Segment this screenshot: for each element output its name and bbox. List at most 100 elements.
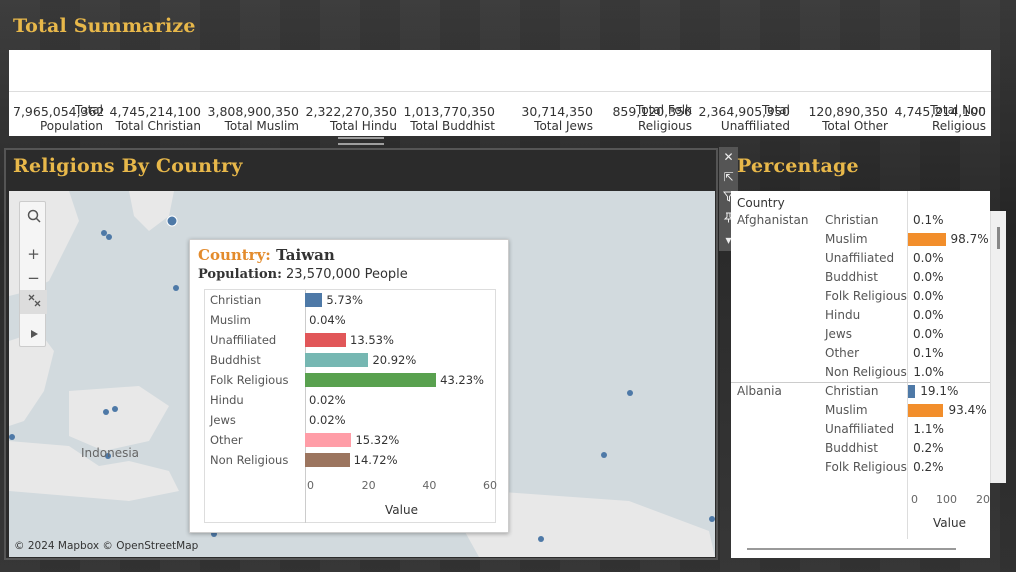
land-borneo xyxy=(69,386,169,451)
country-point[interactable] xyxy=(103,409,109,415)
percentage-bar xyxy=(908,404,944,417)
tooltip-row-label: Hindu xyxy=(210,393,244,407)
percentage-x-axis-label: Value xyxy=(933,516,966,530)
tooltip-x-axis-label: Value xyxy=(385,503,418,517)
percentage-value: 0.0% xyxy=(913,327,944,341)
summary-title: Total Summarize xyxy=(13,15,196,37)
tooltip-bar-value: 43.23% xyxy=(440,373,484,387)
map-search-button[interactable] xyxy=(20,206,47,230)
percentage-value: 98.7% xyxy=(950,232,989,246)
summary-column-value: 2,364,905,350 xyxy=(698,104,790,119)
tooltip-chart-axis-line xyxy=(305,290,306,523)
reset-map-button[interactable] xyxy=(20,290,47,314)
country-point[interactable] xyxy=(601,452,607,458)
pin-button[interactable] xyxy=(719,209,738,229)
pin-icon xyxy=(723,212,734,223)
map-credit: © 2024 Mapbox © OpenStreetMap xyxy=(14,540,199,552)
tooltip-population: Population: 23,570,000 People xyxy=(198,267,408,282)
tooltip-row-label: Christian xyxy=(210,293,262,307)
percentage-value: 93.4% xyxy=(948,403,987,417)
percentage-x-tick: 100 xyxy=(936,493,957,506)
summary-column-value: 120,890,350 xyxy=(808,104,888,119)
percentage-value: 0.0% xyxy=(913,251,944,265)
more-options-button[interactable]: ▾ xyxy=(725,233,732,247)
percentage-x-tick: 20 xyxy=(976,493,990,506)
vertical-scroll-thumb[interactable] xyxy=(997,227,1000,249)
country-point[interactable] xyxy=(9,434,15,440)
expand-toolbar-button[interactable] xyxy=(20,322,47,346)
religion-category: Muslim xyxy=(825,232,868,246)
percentage-value: 1.0% xyxy=(913,365,944,379)
religion-category: Buddhist xyxy=(825,270,878,284)
reset-icon xyxy=(28,294,40,307)
land-indochina xyxy=(9,331,54,426)
religion-category: Unaffiliated xyxy=(825,251,895,265)
percentage-value: 0.0% xyxy=(913,289,944,303)
country-point[interactable] xyxy=(166,215,178,227)
percentage-table[interactable]: Country Value Afghanistan Christian 0.1% Mu… xyxy=(731,191,990,558)
summary-column-header: Total Muslim xyxy=(224,119,299,133)
religion-category: Buddhist xyxy=(825,441,878,455)
summary-column-value: 2,322,270,350 xyxy=(305,104,397,119)
religion-category: Hindu xyxy=(825,308,861,322)
summary-column-header: Total Other xyxy=(822,119,888,133)
tooltip-bar-chart: Value Christian 5.73% Muslim 0.04% Unaffilia… xyxy=(204,289,497,523)
tooltip-country-value: Taiwan xyxy=(276,246,335,264)
country-point[interactable] xyxy=(101,230,107,236)
vertical-scrollbar[interactable] xyxy=(990,211,1006,483)
tooltip-row-label: Buddhist xyxy=(210,353,261,367)
religion-category: Folk Religious xyxy=(825,460,907,474)
tooltip-x-tick: 20 xyxy=(361,479,376,492)
summary-column-header: Total Buddhist xyxy=(410,119,495,133)
tooltip-x-tick: 0 xyxy=(307,479,314,492)
summary-column-value: 1,013,770,350 xyxy=(403,104,495,119)
play-icon xyxy=(30,330,38,338)
country-point[interactable] xyxy=(105,453,111,459)
summary-column-value: 7,965,054,362 xyxy=(13,104,105,119)
percentage-value: 0.2% xyxy=(913,441,944,455)
tooltip-country: Country: Taiwan xyxy=(198,246,335,264)
tooltip-row-label: Folk Religious xyxy=(210,373,289,387)
percentage-bar xyxy=(908,233,946,246)
zoom-in-button[interactable]: + xyxy=(27,245,40,263)
country-point[interactable] xyxy=(538,536,544,542)
summary-header-row xyxy=(9,50,991,92)
tooltip-row-label: Unaffiliated xyxy=(210,333,277,347)
country-point[interactable] xyxy=(106,234,112,240)
tooltip-bar xyxy=(305,453,350,467)
percentage-x-tick: 0 xyxy=(911,493,918,506)
summary-table: Total Population 7,965,054,362 Total Chris… xyxy=(9,50,991,136)
summary-column-header: Total Population xyxy=(39,103,103,133)
country-point[interactable] xyxy=(112,406,118,412)
percentage-value: 19.1% xyxy=(920,384,959,398)
country-point[interactable] xyxy=(173,285,179,291)
country-point[interactable] xyxy=(709,516,715,522)
popout-button[interactable]: ⇱ xyxy=(723,170,734,184)
tooltip-bar-value: 13.53% xyxy=(350,333,394,347)
tooltip-country-key: Country: xyxy=(198,246,271,264)
horizontal-scrollbar[interactable] xyxy=(747,548,956,550)
zoom-out-button[interactable]: − xyxy=(27,269,40,287)
tooltip-bar xyxy=(305,293,323,307)
close-button[interactable]: ✕ xyxy=(723,150,734,164)
percentage-value: 0.0% xyxy=(913,270,944,284)
percentage-value: 0.1% xyxy=(913,346,944,360)
land-java xyxy=(9,441,179,501)
summary-column-header: Total Folk Religious xyxy=(636,103,692,133)
religion-category: Folk Religious xyxy=(825,289,907,303)
percentage-value: 0.2% xyxy=(913,460,944,474)
percentage-panel-title: Percentage xyxy=(737,155,859,177)
summary-column-header: Total Non Religious xyxy=(930,103,986,133)
tooltip-row-label: Muslim xyxy=(210,313,251,327)
country-point[interactable] xyxy=(627,390,633,396)
religion-category: Other xyxy=(825,346,860,360)
tooltip-bar-value: 0.02% xyxy=(309,413,346,427)
tooltip-row-label: Jews xyxy=(210,413,236,427)
map-toolbar: + − xyxy=(19,201,47,347)
summary-column-value: 30,714,350 xyxy=(521,104,593,119)
tooltip-bar xyxy=(305,353,369,367)
summary-column-header: Total Hindu xyxy=(329,119,397,133)
panel-resize-handle[interactable] xyxy=(338,137,384,145)
religion-category: Christian xyxy=(825,384,879,398)
summary-column-value: 4,745,214,100 xyxy=(894,104,986,119)
